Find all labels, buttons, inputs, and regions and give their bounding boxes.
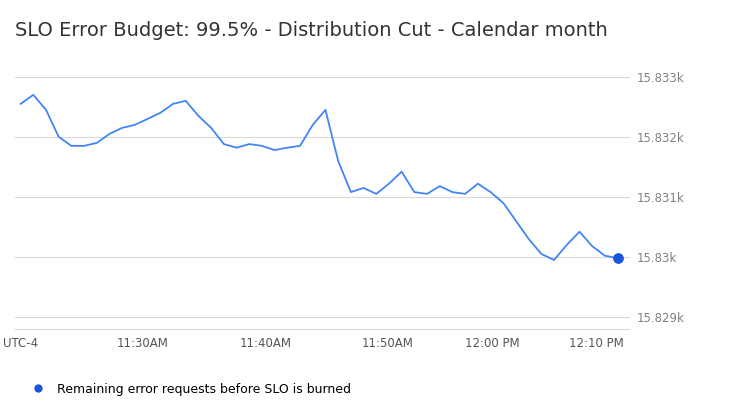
Legend: Remaining error requests before SLO is burned: Remaining error requests before SLO is b… — [21, 378, 356, 401]
Text: SLO Error Budget: 99.5% - Distribution Cut - Calendar month: SLO Error Budget: 99.5% - Distribution C… — [15, 21, 608, 40]
Point — [612, 255, 624, 261]
